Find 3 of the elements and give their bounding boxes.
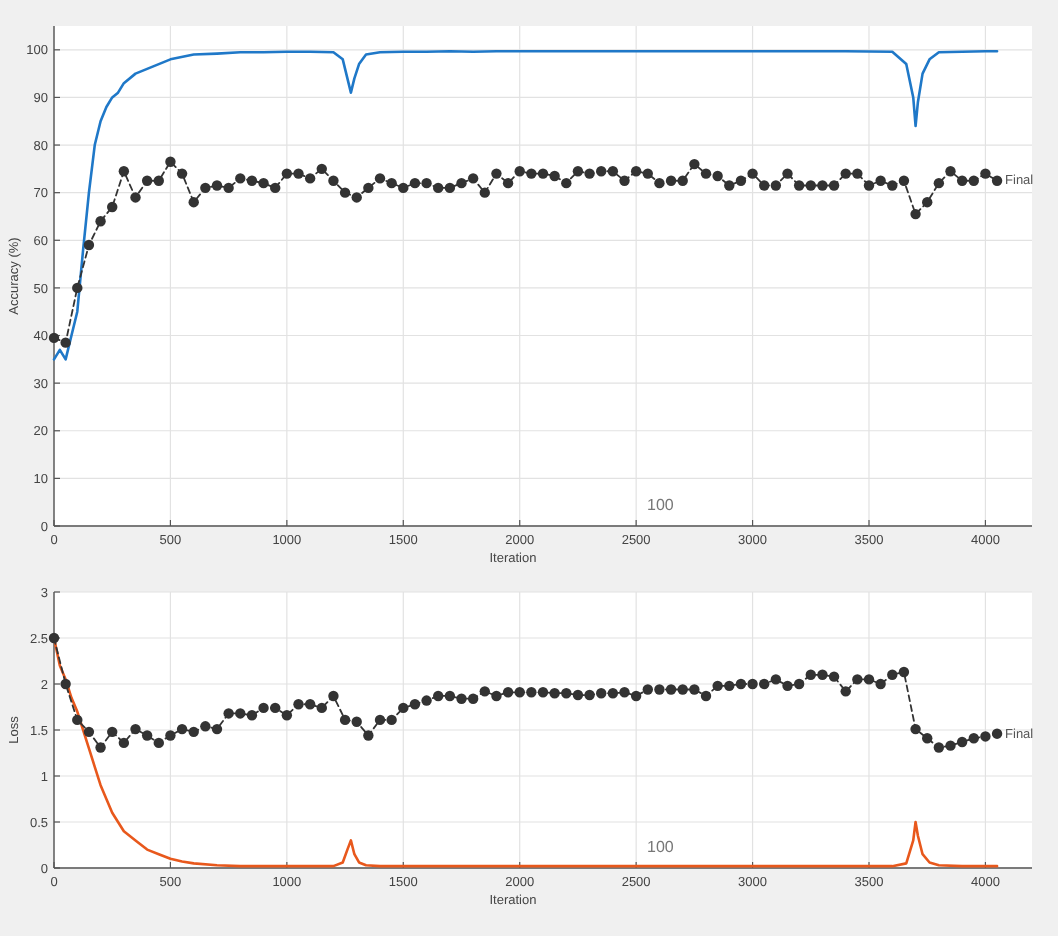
annotation: 100 (647, 496, 675, 514)
line-series (52, 49, 999, 361)
annotation: 100 (647, 838, 675, 856)
